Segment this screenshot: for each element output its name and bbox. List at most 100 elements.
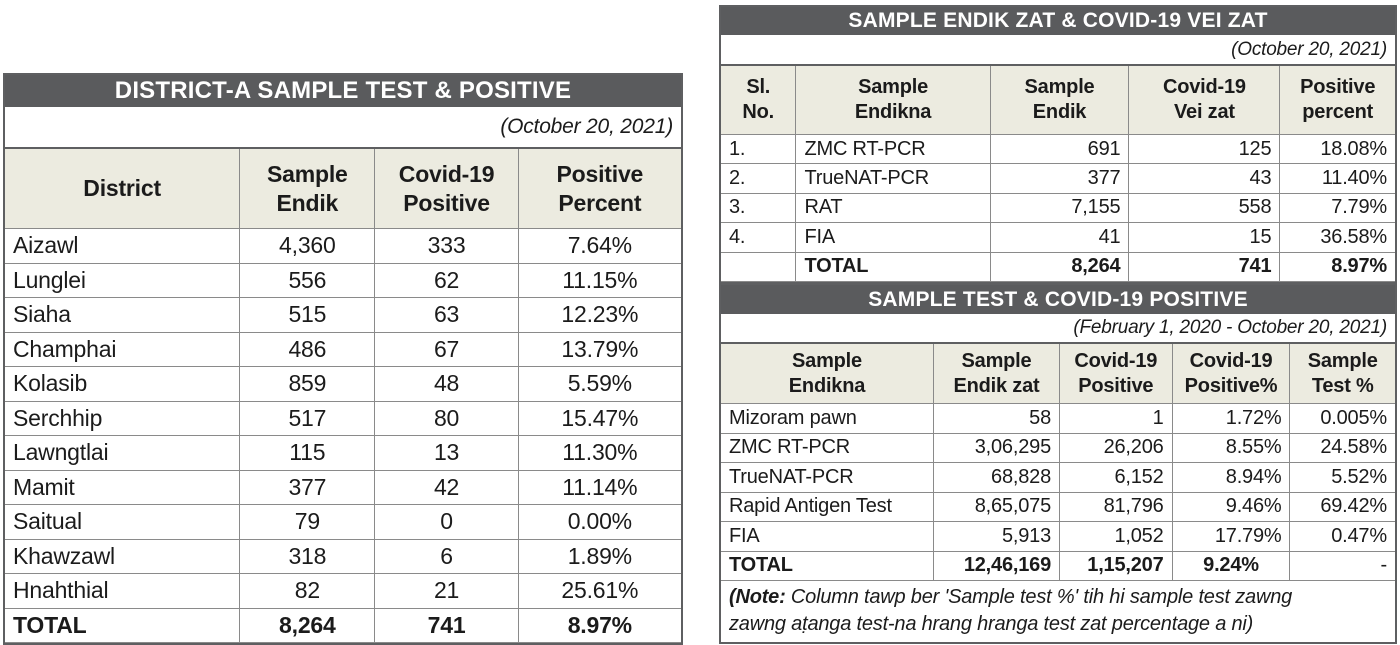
header-line: Positive: [1078, 374, 1154, 397]
table-cell: 6,152: [1060, 463, 1173, 493]
table-cell: 12.23%: [518, 298, 681, 333]
table-cell: 81,796: [1060, 492, 1173, 522]
column-header-covid-positive: Covid-19 Positive: [1060, 344, 1173, 404]
table-cell: Mamit: [5, 470, 241, 505]
column-header-sample-endik-zat: Sample Endik zat: [933, 344, 1060, 404]
table-cell: 9.46%: [1172, 492, 1291, 522]
sample-test-table-grid: Sample Endikna Sample Endik zat Covid-19…: [721, 342, 1395, 642]
table-cell: 13.79%: [518, 333, 681, 367]
table-cell: ZMC RT-PCR: [721, 433, 934, 463]
table-cell: TrueNAT-PCR: [721, 463, 934, 493]
table-cell: 15.47%: [518, 402, 681, 436]
table-cell: 82: [240, 574, 376, 609]
table-cell: Saitual: [5, 505, 241, 540]
header-line: Percent: [558, 189, 642, 216]
header-line: Endikna: [788, 374, 866, 397]
table-cell: 5.59%: [518, 367, 681, 402]
table-cell: 11.14%: [518, 471, 681, 505]
table-cell: 13: [375, 436, 519, 471]
table-cell: 7,155: [990, 193, 1130, 224]
district-sample-table: DISTRICT-A SAMPLE TEST & POSITIVE (Octob…: [3, 73, 683, 645]
table-cell: Lawngtlai: [5, 436, 241, 471]
table-cell: RAT: [796, 193, 991, 224]
table-cell: 691: [990, 135, 1130, 165]
column-header-covid-positive: Covid-19 Positive: [375, 149, 519, 229]
header-line: Endik zat: [953, 374, 1040, 397]
table-cell: 1,052: [1060, 522, 1173, 552]
header-line: Sample: [792, 349, 862, 372]
header-line: Sample: [858, 76, 929, 98]
header-line: Positive: [1300, 76, 1376, 98]
table-cell: 0.47%: [1290, 522, 1395, 552]
table-cell: 80: [375, 401, 519, 436]
table-cell: Siaha: [5, 298, 241, 333]
table-cell: 1.89%: [518, 540, 681, 574]
table-title: SAMPLE TEST & COVID-19 POSITIVE: [721, 285, 1395, 314]
table-cell: 79: [240, 505, 376, 540]
note-text-line1: Column tawp ber 'Sample test %' tih hi s…: [785, 586, 1293, 608]
table-cell: 1.: [721, 135, 797, 165]
header-line: Sample: [1024, 76, 1095, 98]
table-cell: 125: [1129, 135, 1281, 165]
table-cell: 1.72%: [1172, 404, 1291, 434]
table-date: (February 1, 2020 - October 20, 2021): [721, 314, 1395, 342]
table-cell: FIA: [796, 223, 991, 253]
column-header-district: District: [5, 149, 241, 229]
header-line: District: [83, 175, 161, 202]
header-line: Sample: [961, 349, 1032, 372]
table-cell: 5,913: [933, 522, 1060, 552]
table-cell: Hnahthial: [5, 574, 241, 609]
table-cell: 24.58%: [1290, 434, 1395, 463]
total-cell: [721, 252, 797, 282]
table-cell: 4,360: [240, 229, 376, 264]
table-cell: 25.61%: [518, 574, 681, 609]
total-cell: 741: [1129, 252, 1281, 282]
column-header-sample-test-pct: Sample Test %: [1290, 344, 1395, 404]
table-cell: Kolasib: [5, 367, 241, 402]
total-cell: 12,46,169: [933, 551, 1060, 581]
table-cell: 6: [375, 539, 519, 574]
table-cell: Lunglei: [5, 263, 241, 298]
table-cell: 11.40%: [1280, 164, 1395, 194]
table-cell: 67: [375, 332, 519, 367]
total-cell: TOTAL: [5, 608, 241, 643]
table-cell: Serchhip: [5, 401, 241, 436]
sample-endik-table-grid: Sl. No. Sample Endikna Sample Endik Covi…: [721, 64, 1395, 282]
table-cell: 15: [1129, 223, 1281, 253]
table-cell: 21: [375, 574, 519, 609]
table-cell: 556: [240, 263, 376, 298]
table-cell: Khawzawl: [5, 539, 241, 574]
table-cell: 7.79%: [1280, 194, 1395, 224]
district-table-grid: District Sample Endik Covid-19 Positive …: [5, 147, 681, 643]
table-cell: 62: [375, 263, 519, 298]
total-cell: 8,264: [990, 252, 1130, 282]
column-header-positive-percent: Positive Percent: [518, 149, 681, 229]
table-cell: 859: [240, 367, 376, 402]
table-cell: 517: [240, 401, 376, 436]
table-cell: 41: [990, 223, 1130, 253]
header-line: Endik: [1032, 101, 1087, 123]
table-note: (Note: Column tawp ber 'Sample test %' t…: [721, 581, 1395, 642]
table-cell: 318: [240, 539, 376, 574]
table-cell: 4.: [721, 223, 797, 253]
column-header-sample-endikna: Sample Endikna: [721, 344, 934, 404]
table-cell: 3,06,295: [933, 433, 1060, 463]
table-cell: 43: [1129, 164, 1281, 194]
table-cell: Mizoram pawn: [721, 404, 934, 434]
table-cell: Champhai: [5, 332, 241, 367]
header-line: Positive: [403, 189, 490, 216]
table-cell: 377: [990, 164, 1130, 194]
table-cell: 1: [1060, 404, 1173, 434]
table-cell: 69.42%: [1290, 493, 1395, 522]
header-line: percent: [1302, 101, 1374, 123]
header-line: Covid-19: [1162, 76, 1246, 98]
table-date: (October 20, 2021): [5, 107, 681, 147]
table-cell: 3.: [721, 193, 797, 224]
table-cell: 18.08%: [1280, 135, 1395, 165]
table-cell: 11.15%: [518, 264, 681, 298]
table-cell: 48: [375, 367, 519, 402]
header-line: Test %: [1311, 374, 1374, 397]
header-line: Endikna: [854, 101, 932, 123]
total-cell: 9.24%: [1172, 551, 1291, 581]
note-text-line2: zawng aṭanga test-na hrang hranga test z…: [729, 613, 1254, 635]
